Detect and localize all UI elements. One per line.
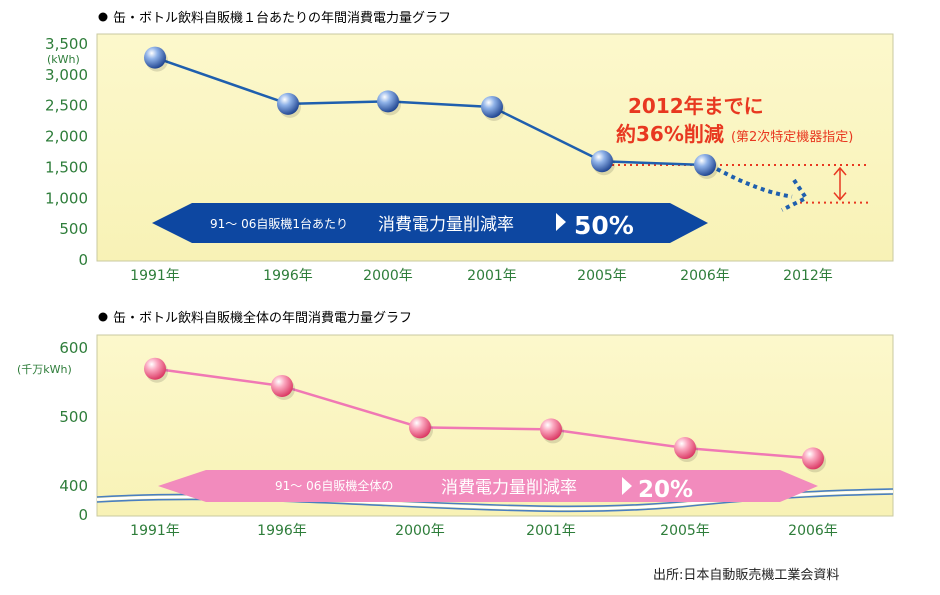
- chart2-y-tick: 0: [78, 506, 88, 524]
- chart2-y-ticks: 600 500 400 0: [59, 339, 88, 524]
- chart1-y-tick: 0: [78, 251, 88, 269]
- chart1-annotation-line2-group: 約36%削減 (第2次特定機器指定): [616, 122, 853, 146]
- chart2-unit-label: (千万kWh): [17, 363, 72, 376]
- chart1-annotation-note: (第2次特定機器指定): [731, 129, 853, 145]
- chart1-point: [144, 46, 166, 69]
- chart1-unit-label: (kWh): [47, 53, 80, 66]
- chart2-y-tick: 500: [59, 408, 88, 426]
- chart1-y-tick: 3,500: [45, 35, 88, 53]
- chart1-x-tick: 2000年: [363, 268, 413, 284]
- up-arrowhead-icon: [833, 166, 847, 176]
- chart1-point: [694, 153, 716, 176]
- chart1-y-tick: 1,500: [45, 158, 88, 176]
- chart2-x-tick: 1991年: [130, 523, 180, 539]
- chart1-annotation-line2: 約36%削減: [616, 122, 724, 146]
- chart2-title: 缶・ボトル飲料自販機全体の年間消費電力量グラフ: [113, 310, 412, 326]
- chart1-x-tick: 1991年: [130, 268, 180, 284]
- chart1-point: [277, 92, 299, 115]
- chart1-x-ticks: 1991年 1996年 2000年 2001年 2005年 2006年 2012年: [130, 268, 833, 284]
- chart1-banner: [152, 203, 708, 243]
- chart1-point: [591, 150, 613, 173]
- chart1-y-ticks: 3,500 3,000 2,500 2,000 1,500 1,000 500 0: [45, 35, 88, 269]
- chart1-projection-arrow: [716, 167, 809, 212]
- chart2-y-tick: 400: [59, 477, 88, 495]
- chart1-y-tick: 1,000: [45, 189, 88, 207]
- down-arrowhead-icon: [833, 192, 847, 201]
- chart2-point: [540, 418, 562, 441]
- chart2-x-tick: 2000年: [395, 523, 445, 539]
- chart2-point: [409, 416, 431, 439]
- chart1-point: [481, 95, 503, 118]
- chart2-banner-value: 20%: [638, 477, 693, 503]
- chart1-banner-arrow-icon: [556, 213, 566, 231]
- chart2-banner: [158, 470, 818, 502]
- chart1-y-tick: 2,000: [45, 128, 88, 146]
- chart1-point: [377, 90, 399, 113]
- chart1-projection-path: [716, 167, 793, 199]
- title-bullet-icon: [98, 12, 108, 22]
- chart-kwh-per-machine: 缶・ボトル飲料自販機１台あたりの年間消費電力量グラフ (kWh) 3,5003,…: [45, 10, 894, 284]
- chart1-reference-lines: [612, 163, 870, 204]
- chart2-x-tick: 2005年: [660, 523, 710, 539]
- chart1-y-tick: 3,000: [45, 66, 88, 84]
- chart1-x-tick: 1996年: [263, 268, 313, 284]
- chart1-points: [144, 46, 718, 179]
- chart1-banner-value: 50%: [574, 211, 634, 240]
- source-note: 出所:日本自動販売機工業会資料: [653, 567, 839, 583]
- chart1-banner-prefix: 91～ 06自販機1台あたり: [210, 216, 348, 231]
- chart2-x-tick: 2006年: [788, 523, 838, 539]
- chart1-x-tick: 2001年: [467, 268, 517, 284]
- chart1-x-tick: 2006年: [680, 268, 730, 284]
- chart2-banner-prefix: 91～ 06自販機全体の: [275, 478, 393, 493]
- chart1-title: 缶・ボトル飲料自販機１台あたりの年間消費電力量グラフ: [113, 10, 451, 26]
- chart1-y-tick: 500: [59, 220, 88, 238]
- chart2-series-line: [154, 367, 814, 460]
- chart1-series-line: [154, 56, 706, 167]
- chart-total-kwh: 缶・ボトル飲料自販機全体の年間消費電力量グラフ (千万kWh) 600 500 40…: [17, 310, 894, 539]
- chart2-y-tick: 600: [59, 339, 88, 357]
- chart2-point: [144, 357, 166, 380]
- chart2-x-ticks: 1991年 1996年 2000年 2001年 2005年 2006年: [130, 523, 838, 539]
- chart1-x-tick: 2005年: [577, 268, 627, 284]
- chart2-banner-label: 消費電力量削減率: [441, 478, 577, 498]
- title-bullet-icon: [98, 312, 108, 322]
- chart2-point: [802, 447, 824, 470]
- chart2-points: [144, 357, 826, 473]
- chart1-y-tick: 2,500: [45, 97, 88, 115]
- chart2-point: [271, 374, 293, 397]
- chart1-annotation-line1: 2012年までに: [628, 94, 764, 118]
- chart2-point: [674, 437, 696, 460]
- chart1-x-tick: 2012年: [783, 268, 833, 284]
- chart1-banner-label: 消費電力量削減率: [378, 215, 514, 235]
- chart2-x-tick: 2001年: [526, 523, 576, 539]
- chart2-x-tick: 1996年: [257, 523, 307, 539]
- chart2-banner-arrow-icon: [622, 477, 632, 495]
